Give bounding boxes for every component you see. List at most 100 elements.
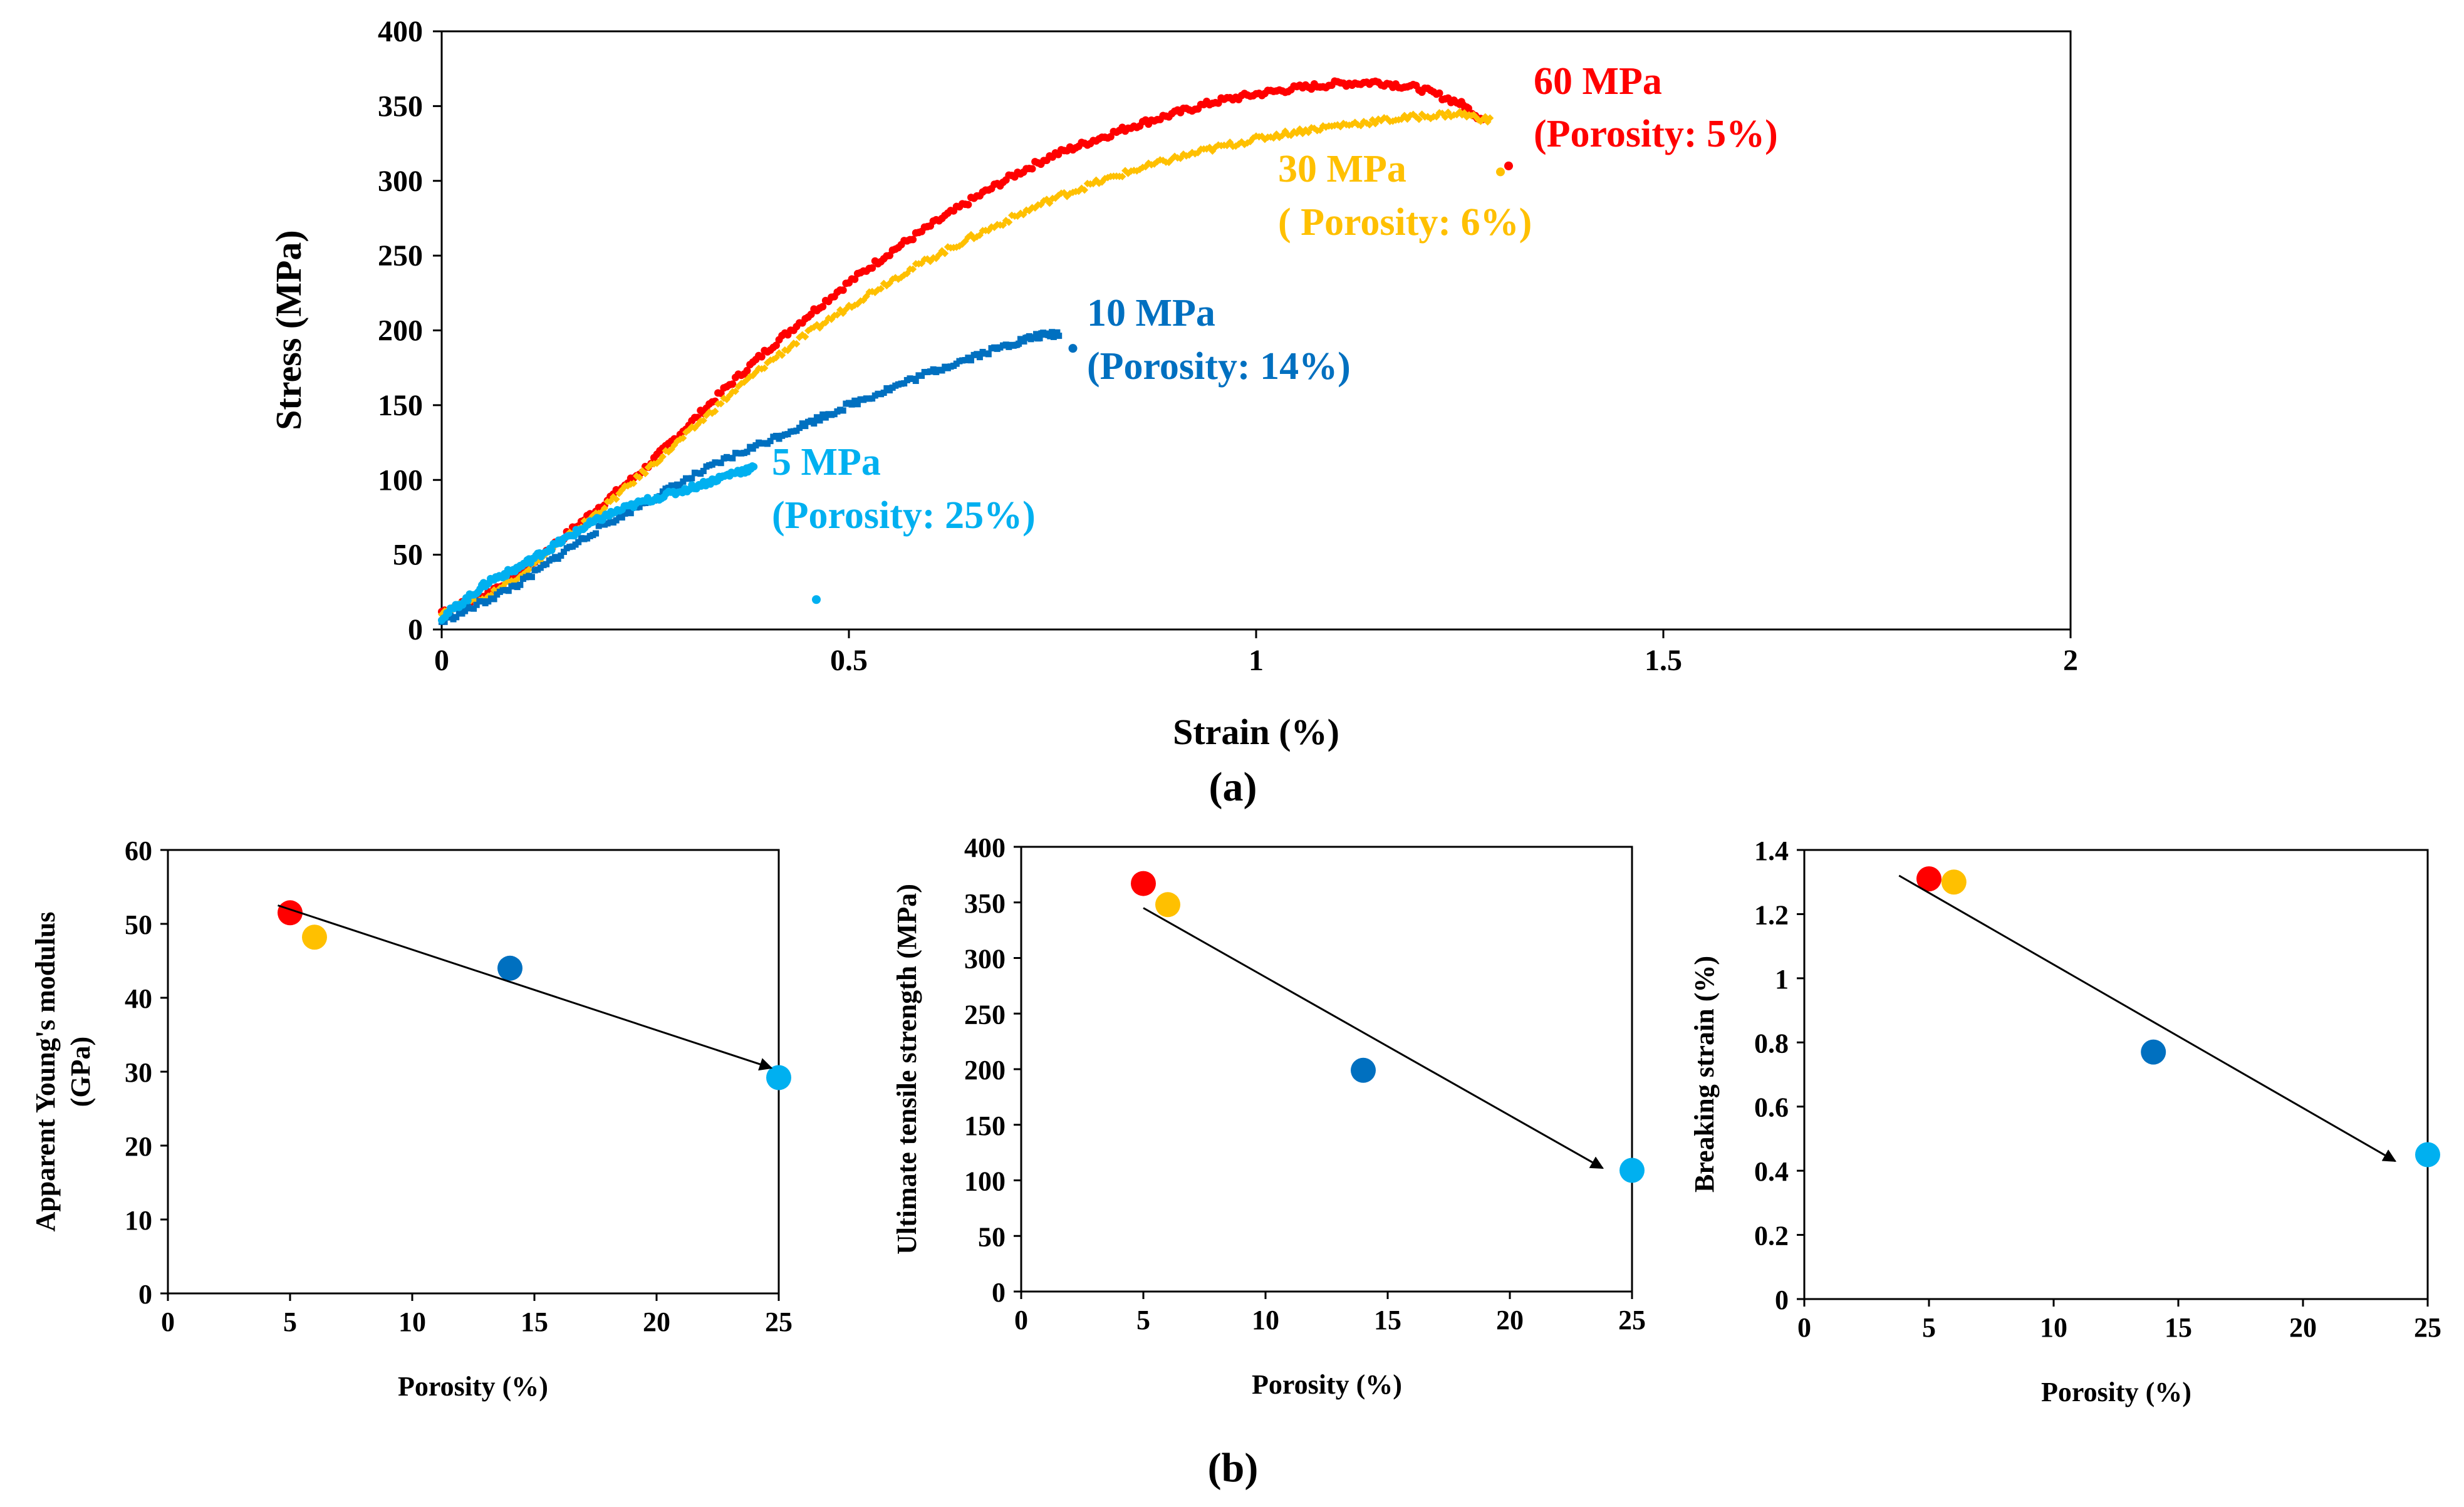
annotation-30mpa-line1: 30 MPa	[1278, 148, 1406, 190]
data-point	[912, 378, 919, 385]
data-point	[1005, 218, 1013, 226]
data-point	[729, 380, 737, 388]
data-point	[767, 438, 774, 445]
data-point	[1036, 334, 1043, 341]
data-point	[689, 475, 695, 482]
x-tick-label: 0	[434, 644, 449, 677]
y-axis-label: Breaking strain (%)	[1689, 956, 1720, 1193]
y-tick-label: 60	[125, 836, 152, 866]
annotation-10mpa-line1: 10 MPa	[1087, 292, 1215, 334]
y-axis-label: Ultimate tensile strength (MPa)	[892, 884, 922, 1255]
data-point	[1351, 1057, 1376, 1083]
data-point	[1441, 113, 1449, 121]
y-tick-label: 50	[393, 539, 423, 572]
x-tick-label: 15	[2165, 1312, 2192, 1343]
data-point	[525, 566, 533, 574]
x-tick-label: 5	[283, 1307, 297, 1337]
data-point	[642, 469, 649, 477]
data-point	[548, 546, 556, 554]
data-point	[1486, 114, 1494, 122]
data-point	[630, 479, 638, 487]
data-point	[711, 407, 719, 415]
data-point	[528, 574, 535, 581]
x-tick-label: 15	[1374, 1305, 1401, 1335]
data-point	[868, 264, 876, 272]
data-point	[749, 445, 756, 452]
data-point	[1047, 333, 1054, 339]
y-tick-label: 0.2	[1754, 1221, 1789, 1251]
y-tick-label: 200	[964, 1055, 1006, 1085]
x-tick-label: 2	[2063, 644, 2078, 677]
break-point	[1496, 167, 1505, 177]
data-point	[497, 955, 522, 981]
y-tick-label: 1	[1775, 964, 1789, 995]
annotation-60mpa-line2: (Porosity: 5%)	[1534, 113, 1778, 155]
y-tick-label: 400	[964, 832, 1006, 863]
y-tick-label: 1.2	[1754, 899, 1789, 930]
data-point	[813, 414, 820, 421]
data-points	[1916, 866, 2440, 1168]
data-point	[880, 390, 887, 396]
data-point	[985, 351, 992, 358]
data-point	[1941, 869, 1967, 895]
data-point	[1054, 329, 1061, 336]
y-tick-label: 250	[964, 999, 1006, 1030]
break-point	[812, 595, 821, 604]
x-tick-label: 0	[161, 1307, 175, 1337]
y-tick-label: 350	[964, 888, 1006, 919]
x-tick-label: 25	[765, 1307, 793, 1337]
x-tick-label: 20	[1496, 1305, 1524, 1335]
data-point	[761, 364, 769, 372]
break-point	[1504, 161, 1513, 170]
data-point	[700, 467, 707, 474]
data-point	[918, 372, 925, 379]
y-tick-label: 40	[125, 983, 152, 1014]
data-point	[909, 265, 917, 273]
y-tick-label: 0	[1775, 1285, 1789, 1315]
data-point	[941, 249, 949, 257]
data-point	[470, 605, 477, 612]
y-tick-label: 150	[378, 389, 423, 422]
y-tick-label: 100	[378, 463, 423, 497]
data-point	[778, 351, 786, 360]
x-tick-label: 10	[2040, 1312, 2067, 1343]
data-point	[839, 286, 847, 294]
data-point	[772, 354, 780, 362]
data-point	[612, 495, 620, 503]
data-point	[593, 530, 600, 537]
panel-label-a: (a)	[1209, 764, 1257, 810]
y-axis-label-line1: Apparent Young's modulus	[30, 911, 61, 1231]
y-tick-label: 0	[408, 613, 423, 646]
data-point	[453, 614, 460, 621]
y-tick-label: 250	[378, 239, 423, 272]
series-5-mpa	[438, 462, 821, 624]
annotation-10mpa-line2: (Porosity: 14%)	[1087, 345, 1351, 388]
data-point	[717, 400, 725, 408]
data-point	[658, 453, 667, 461]
data-point	[699, 417, 707, 425]
x-tick-labels: 0 5 10 15 20 25	[161, 1293, 793, 1337]
trend-arrow	[1898, 874, 2397, 1163]
data-point	[464, 596, 472, 604]
y-tick-label: 20	[125, 1131, 152, 1162]
data-point	[757, 353, 766, 361]
data-point	[848, 401, 855, 408]
data-point	[772, 341, 780, 350]
y-tick-label: 0.6	[1754, 1092, 1789, 1123]
x-tick-label: 5	[1136, 1305, 1150, 1335]
data-point	[613, 517, 620, 524]
data-point	[968, 357, 974, 364]
data-point	[801, 333, 809, 341]
data-point	[1118, 172, 1126, 180]
plot-area-frame	[1803, 849, 2429, 1300]
annotation-60mpa-line1: 60 MPa	[1534, 60, 1662, 103]
data-point	[819, 303, 827, 311]
x-tick-labels: 0 5 10 15 20 25	[1797, 1299, 2441, 1343]
data-point	[811, 420, 818, 427]
data-point	[729, 455, 736, 462]
data-point	[2415, 1142, 2440, 1168]
data-point	[877, 284, 885, 293]
breaking-strain-chart: 0 0.2 0.4 0.6 0.8 1 1.2 1.4 0 5 10 15 20 25 Porosity…	[1689, 836, 2441, 1407]
data-point	[636, 504, 643, 510]
data-point	[1049, 329, 1056, 336]
